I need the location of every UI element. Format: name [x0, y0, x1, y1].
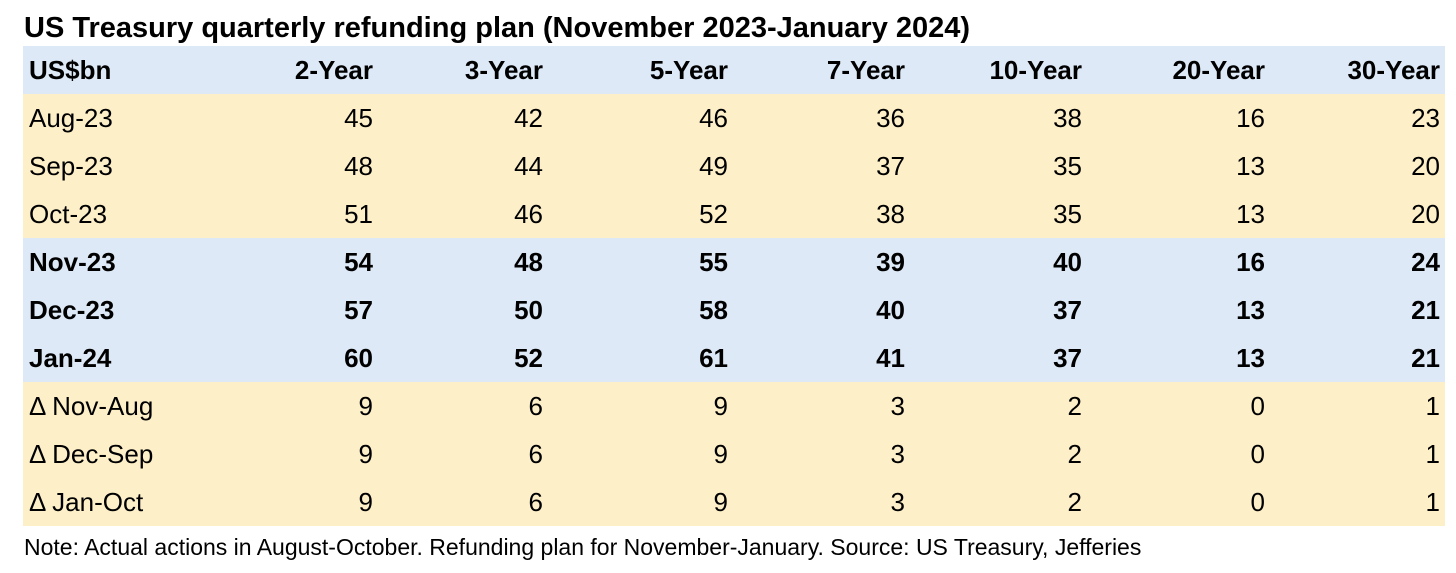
table-row: Δ Dec-Sep 9 6 9 3 2 0 1: [23, 430, 1445, 478]
row-label: Sep-23: [29, 151, 113, 181]
table-cell: 37: [876, 151, 905, 181]
column-header: 2-Year: [294, 55, 373, 85]
table-cell: 16: [1236, 247, 1265, 277]
table-cell: 50: [514, 295, 543, 325]
table-cell: 40: [1053, 247, 1082, 277]
table-cell: 3: [890, 391, 905, 421]
table-row: Dec-23 57 50 58 40 37 13 21: [23, 286, 1445, 334]
table-cell: 49: [699, 151, 728, 181]
row-label: Aug-23: [29, 103, 113, 133]
table-cell: 57: [344, 295, 373, 325]
table-cell: 23: [1411, 103, 1440, 133]
column-header: 10-Year: [989, 55, 1082, 85]
table-body: Aug-23 45 42 46 36 38 16 23 Sep-23 48 44 49 37 35 13 20…: [23, 94, 1445, 526]
table-cell: 9: [358, 439, 373, 469]
table-cell: 6: [528, 439, 543, 469]
table-cell: 52: [514, 343, 543, 373]
row-label: Δ Nov-Aug: [29, 391, 154, 421]
source-note: Note: Actual actions in August-October. …: [24, 534, 1142, 560]
table-cell: 3: [890, 439, 905, 469]
refunding-table: US$bn 2-Year 3-Year 5-Year 7-Year 10-Year 20-Y…: [23, 46, 1445, 526]
table-cell: 13: [1236, 199, 1265, 229]
table-row: Oct-23 51 46 52 38 35 13 20: [23, 190, 1445, 238]
table-cell: 52: [699, 199, 728, 229]
table-cell: 60: [344, 343, 373, 373]
table-cell: 6: [528, 391, 543, 421]
table-cell: 13: [1236, 343, 1265, 373]
table-cell: 0: [1250, 439, 1265, 469]
table-cell: 20: [1411, 151, 1440, 181]
row-label: Dec-23: [29, 295, 115, 325]
table-cell: 0: [1250, 391, 1265, 421]
table-cell: 3: [890, 487, 905, 517]
table-cell: 42: [514, 103, 543, 133]
table-cell: 46: [514, 199, 543, 229]
table-cell: 24: [1411, 247, 1440, 277]
table-cell: 45: [344, 103, 373, 133]
table-cell: 61: [699, 343, 728, 373]
table-cell: 21: [1411, 343, 1440, 373]
column-header: 20-Year: [1172, 55, 1265, 85]
column-header: 7-Year: [826, 55, 905, 85]
table-cell: 38: [1053, 103, 1082, 133]
table-row: Nov-23 54 48 55 39 40 16 24: [23, 238, 1445, 286]
header-row: US$bn 2-Year 3-Year 5-Year 7-Year 10-Year 20-Y…: [23, 46, 1445, 94]
table-cell: 9: [713, 439, 728, 469]
table-cell: 54: [344, 247, 373, 277]
table-cell: 48: [514, 247, 543, 277]
table-cell: 37: [1053, 343, 1082, 373]
table-cell: 1: [1425, 439, 1440, 469]
table-cell: 38: [876, 199, 905, 229]
row-label: Jan-24: [29, 343, 112, 373]
table-cell: 13: [1236, 295, 1265, 325]
table-cell: 46: [699, 103, 728, 133]
table-cell: 44: [514, 151, 543, 181]
column-header-unit: US$bn: [29, 55, 112, 85]
table-row: Sep-23 48 44 49 37 35 13 20: [23, 142, 1445, 190]
table-cell: 39: [876, 247, 905, 277]
table-cell: 9: [713, 487, 728, 517]
column-header: 3-Year: [464, 55, 543, 85]
table-cell: 6: [528, 487, 543, 517]
table-cell: 16: [1236, 103, 1265, 133]
table-cell: 9: [358, 391, 373, 421]
chart-title: US Treasury quarterly refunding plan (No…: [24, 12, 971, 44]
table-cell: 58: [699, 295, 728, 325]
table-cell: 41: [876, 343, 905, 373]
table-cell: 9: [713, 391, 728, 421]
table-cell: 1: [1425, 487, 1440, 517]
table-cell: 2: [1067, 391, 1082, 421]
table-cell: 35: [1053, 151, 1082, 181]
column-header: 5-Year: [649, 55, 728, 85]
table-row: Jan-24 60 52 61 41 37 13 21: [23, 334, 1445, 382]
table-cell: 51: [344, 199, 373, 229]
row-label: Oct-23: [29, 199, 108, 229]
table-cell: 48: [344, 151, 373, 181]
table-row: Δ Nov-Aug 9 6 9 3 2 0 1: [23, 382, 1445, 430]
table-cell: 0: [1250, 487, 1265, 517]
table-row: Aug-23 45 42 46 36 38 16 23: [23, 94, 1445, 142]
table-cell: 55: [699, 247, 728, 277]
table-cell: 13: [1236, 151, 1265, 181]
table-cell: 35: [1053, 199, 1082, 229]
row-label: Nov-23: [29, 247, 116, 277]
row-label: Δ Dec-Sep: [29, 439, 154, 469]
table-cell: 1: [1425, 391, 1440, 421]
table-cell: 21: [1411, 295, 1440, 325]
table-cell: 2: [1067, 487, 1082, 517]
table-cell: 2: [1067, 439, 1082, 469]
row-label: Δ Jan-Oct: [29, 487, 144, 517]
column-header: 30-Year: [1347, 55, 1440, 85]
table-cell: 36: [876, 103, 905, 133]
table-cell: 40: [876, 295, 905, 325]
table-cell: 9: [358, 487, 373, 517]
table-row: Δ Jan-Oct 9 6 9 3 2 0 1: [23, 478, 1445, 526]
table-cell: 37: [1053, 295, 1082, 325]
table-cell: 20: [1411, 199, 1440, 229]
